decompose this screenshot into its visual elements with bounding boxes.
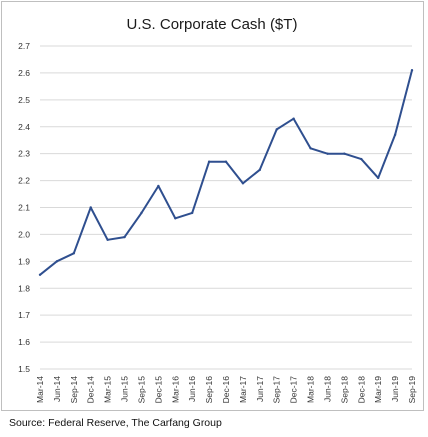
data-point: [55, 260, 59, 263]
x-tick-label: Dec-18: [356, 376, 366, 404]
x-tick-label: Mar-15: [103, 376, 113, 403]
x-tick-label: Mar-16: [170, 376, 180, 403]
chart-svg: U.S. Corporate Cash ($T) 1.5 1.6 1.7 1.8 1.9…: [18, 16, 417, 404]
data-point: [106, 238, 109, 241]
x-tick-label: Mar-17: [238, 376, 248, 403]
data-point: [343, 152, 346, 155]
data-point: [174, 217, 177, 220]
data-point: [360, 157, 363, 161]
data-point: [326, 152, 329, 155]
data-point: [309, 147, 312, 150]
x-tick-label: Mar-14: [35, 376, 45, 403]
data-point: [89, 206, 92, 209]
x-tick-label: Mar-18: [306, 376, 316, 403]
data-point: [190, 211, 194, 215]
data-point: [38, 273, 42, 276]
x-tick-label: Jun-15: [120, 376, 130, 402]
y-tick-label: 2.2: [18, 176, 30, 186]
x-tick-label: Dec-17: [289, 376, 299, 404]
data-point: [393, 133, 397, 137]
x-tick-label: Sep-16: [204, 376, 214, 404]
data-point: [157, 184, 160, 188]
data-point: [123, 235, 126, 239]
x-tick-label: Jun-14: [52, 376, 62, 402]
y-axis: 1.5 1.6 1.7 1.8 1.9 2.0 2.1 2.2 2.3 2.4 2.5 2.6 2.7: [18, 41, 30, 374]
data-point: [410, 69, 414, 72]
data-point: [140, 211, 143, 215]
x-tick-label: Dec-16: [221, 376, 231, 404]
x-tick-label: Sep-17: [272, 376, 282, 404]
y-tick-label: 1.9: [18, 256, 30, 266]
data-point: [258, 168, 262, 172]
y-tick-label: 2.5: [18, 95, 30, 105]
x-axis: Mar-14 Jun-14 Sep-14 Dec-14 Mar-15 Jun-15 Sep-…: [35, 376, 417, 404]
y-tick-label: 1.6: [18, 337, 30, 347]
x-tick-label: Jun-17: [255, 376, 265, 402]
x-tick-label: Jun-16: [187, 376, 197, 402]
y-tick-label: 2.3: [18, 149, 30, 159]
data-point: [72, 252, 76, 255]
x-tick-label: Sep-14: [69, 376, 79, 404]
y-tick-label: 1.7: [18, 310, 30, 320]
x-tick-label: Dec-15: [153, 376, 163, 404]
chart-frame: U.S. Corporate Cash ($T) 1.5 1.6 1.7 1.8 1.9…: [1, 1, 424, 411]
x-tick-label: Jun-18: [322, 376, 332, 402]
x-tick-label: Mar-19: [373, 376, 383, 403]
x-tick-label: Sep-15: [136, 376, 146, 404]
data-point: [275, 128, 278, 131]
chart-title: U.S. Corporate Cash ($T): [127, 16, 298, 33]
data-point: [224, 160, 228, 163]
series-group: [38, 69, 414, 276]
x-tick-label: Sep-19: [407, 376, 417, 404]
gridlines: [40, 45, 412, 370]
data-point: [376, 176, 380, 180]
y-tick-label: 2.7: [18, 41, 30, 51]
y-tick-label: 2.4: [18, 122, 30, 132]
x-tick-label: Jun-19: [390, 376, 400, 402]
data-point: [292, 117, 295, 120]
source-note: Source: Federal Reserve, The Carfang Gro…: [9, 417, 222, 429]
y-tick-label: 2.6: [18, 68, 30, 78]
series-line: [39, 69, 413, 276]
y-tick-label: 2.0: [18, 229, 30, 239]
y-tick-label: 1.5: [18, 364, 30, 374]
x-tick-label: Sep-18: [339, 376, 349, 404]
y-tick-label: 1.8: [18, 283, 30, 293]
x-tick-label: Dec-14: [86, 376, 96, 404]
data-point: [241, 182, 245, 185]
y-tick-label: 2.1: [18, 203, 30, 213]
data-point: [207, 160, 211, 163]
